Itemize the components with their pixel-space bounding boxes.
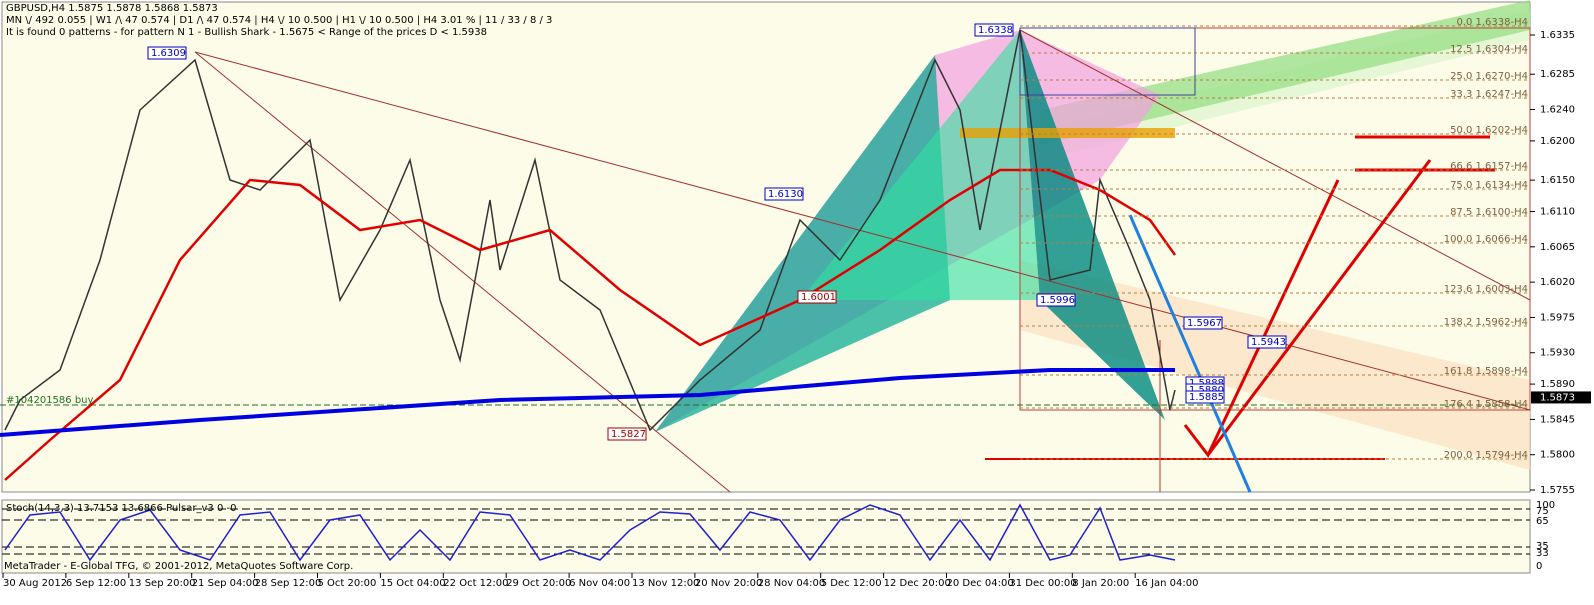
price-label: 1.6150 <box>1540 175 1575 186</box>
moving-average <box>0 368 1175 437</box>
trend-line <box>1128 214 1252 493</box>
box <box>1019 27 1196 96</box>
price-line <box>4 29 1176 432</box>
pivot-label: 1.5967 <box>1187 318 1222 329</box>
time-label: 28 Sep 12:00 <box>255 578 322 589</box>
time-label: 29 Oct 20:00 <box>506 578 571 589</box>
pattern-triangle <box>800 30 1040 300</box>
price-label: 1.5800 <box>1540 450 1575 461</box>
footer: MetaTrader - E-Global TFG, © 2001-2012, … <box>4 561 353 572</box>
zone <box>960 128 1175 138</box>
fib-label: 66.6 1.6157-H4 <box>1450 161 1528 172</box>
fib-label: 87.5 1.6100-H4 <box>1450 207 1528 218</box>
stoch-axis-label: 75 <box>1536 506 1549 517</box>
drawings <box>0 0 1531 562</box>
stoch-pane <box>1 499 1531 574</box>
stoch-axis-label: 0 <box>1536 561 1542 572</box>
pivot-box <box>1036 293 1076 307</box>
time-label: 5 Dec 12:00 <box>821 578 882 589</box>
stoch-line <box>4 503 1176 562</box>
fib-label: 176.4 1.5858-H4 <box>1444 399 1528 410</box>
price-label: 1.6240 <box>1540 105 1575 116</box>
fib-label: 200.0 1.5794-H4 <box>1444 450 1528 461</box>
moving-average <box>4 168 1177 481</box>
time-label: 20 Dec 04:00 <box>947 578 1014 589</box>
fib-label: 25.0 1.6270-H4 <box>1450 71 1528 82</box>
pattern-triangle <box>1020 30 1165 420</box>
fib-label: 123.6 1.6003-H4 <box>1444 284 1528 295</box>
stoch-axis-label: 100 <box>1536 500 1555 511</box>
stoch-axis-label: 33 <box>1536 548 1549 559</box>
time-label: 12 Dec 20:00 <box>884 578 951 589</box>
price-label: 1.5930 <box>1540 348 1575 359</box>
time-label: 8 Jan 20:00 <box>1072 578 1129 589</box>
fib-label: 75.0 1.6134-H4 <box>1450 180 1528 191</box>
price-label: 1.6065 <box>1540 242 1575 253</box>
pivot-box <box>1185 390 1225 404</box>
pivot-box <box>797 290 837 304</box>
time-label: 5 Oct 20:00 <box>318 578 377 589</box>
price-label: 1.5975 <box>1540 312 1575 323</box>
trend-line <box>194 51 731 493</box>
channel-band <box>1040 0 1530 145</box>
pivot-box <box>147 46 187 60</box>
pivot-label: 1.6309 <box>151 48 186 59</box>
price-label: 1.6110 <box>1540 207 1575 218</box>
time-label: 6 Nov 04:00 <box>569 578 630 589</box>
fib-label: 33.3 1.6247-H4 <box>1450 89 1528 100</box>
current-price-box <box>1531 391 1591 404</box>
stoch-axis-label: 35 <box>1536 541 1549 552</box>
pivot-box <box>1247 335 1287 349</box>
trend-line <box>1019 29 1531 301</box>
price-label: 1.5890 <box>1540 379 1575 390</box>
pattern-line: It is found 0 patterns - for pattern N 1… <box>6 27 487 38</box>
pivot-label: 1.6130 <box>768 189 803 200</box>
time-label: 31 Dec 00:00 <box>1009 578 1076 589</box>
price-label: 1.6200 <box>1540 136 1575 147</box>
labels: GBPUSD,H4 1.5875 1.5878 1.5868 1.5873 MN… <box>4 3 552 572</box>
fib-box <box>1019 27 1531 411</box>
fib-label: 0.0 1.6338-H4 <box>1456 17 1528 28</box>
projection <box>1206 159 1432 456</box>
fib-label: 161.8 1.5898-H4 <box>1444 366 1528 377</box>
time-label: 20 Nov 20:00 <box>695 578 762 589</box>
stoch-axis-label: 65 <box>1536 516 1549 527</box>
order-label: #104201586 buy <box>6 395 94 406</box>
pivot-label: 1.6338 <box>978 25 1013 36</box>
price-label: 1.5845 <box>1540 414 1575 425</box>
fib-label: 100.0 1.6066-H4 <box>1444 234 1528 245</box>
time-label: 21 Sep 04:00 <box>192 578 259 589</box>
pivot-box <box>1183 316 1223 330</box>
pivot-box <box>607 427 647 441</box>
price-label: 1.5755 <box>1540 485 1575 496</box>
pivot-label: 1.5943 <box>1251 337 1286 348</box>
pivot-label: 1.5996 <box>1040 295 1075 306</box>
fib-label: 138.2 1.5962-H4 <box>1444 317 1528 328</box>
time-label: 6 Sep 12:00 <box>66 578 126 589</box>
stoch-label: Stoch(14,3,3) 13.7153 13.6866 Pulsar_v3 … <box>6 503 236 514</box>
symbol-line: GBPUSD,H4 1.5875 1.5878 1.5868 1.5873 <box>6 3 218 14</box>
price-label: 1.6020 <box>1540 277 1575 288</box>
pivot-box <box>764 187 804 201</box>
time-label: 13 Nov 12:00 <box>632 578 699 589</box>
time-label: 22 Oct 12:00 <box>443 578 508 589</box>
fib-label: 50.0 1.6202-H4 <box>1450 125 1528 136</box>
pivot-label: 1.5827 <box>611 429 646 440</box>
fib-label: 12.5 1.6304-H4 <box>1450 44 1528 55</box>
time-label: 15 Oct 04:00 <box>380 578 445 589</box>
trend-line-text: MN \/ 492 0.055 | W1 /\ 47 0.574 | D1 /\… <box>6 15 552 26</box>
price-label: 1.6285 <box>1540 69 1575 80</box>
pattern-triangle <box>655 55 950 432</box>
time-label: 28 Nov 04:00 <box>758 578 825 589</box>
pivot-box <box>974 23 1014 37</box>
time-label: 13 Sep 20:00 <box>129 578 196 589</box>
pivot-label: 1.5885 <box>1189 392 1224 403</box>
time-label: 16 Jan 04:00 <box>1135 578 1198 589</box>
price-label: 1.6335 <box>1540 30 1575 41</box>
pivot-label: 1.6001 <box>801 292 836 303</box>
time-label: 30 Aug 2012 <box>3 578 67 589</box>
trend-line <box>194 51 1531 411</box>
current-price: 1.5873 <box>1540 392 1575 403</box>
